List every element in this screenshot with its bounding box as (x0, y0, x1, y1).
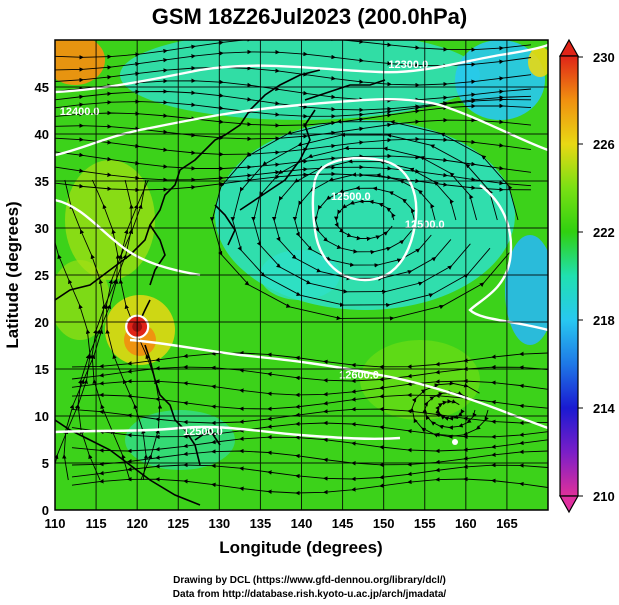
colorbar-tick-label: 230 (593, 50, 615, 65)
x-tick-label: 145 (332, 516, 354, 531)
x-tick-label: 125 (167, 516, 189, 531)
data-credit: Data from http://database.rish.kyoto-u.a… (172, 589, 447, 600)
contour-label: 12400.0 (60, 106, 100, 118)
y-tick-label: 40 (35, 127, 49, 142)
y-tick-label: 25 (35, 268, 49, 283)
y-tick-label: 15 (35, 362, 49, 377)
streamline (209, 119, 519, 321)
plot-frame (54, 39, 549, 511)
x-axis-title: Longitude (degrees) (219, 538, 382, 557)
y-axis-title: Latitude (degrees) (3, 201, 22, 348)
y-tick-label: 35 (35, 174, 49, 189)
x-axis-ticks: 110 115 120 125 130 135 140 145 150 155 160 165 (45, 516, 518, 531)
contour-label: 12500.0 (183, 426, 223, 438)
x-tick-label: 165 (496, 516, 518, 531)
y-tick-label: 30 (35, 221, 49, 236)
colorbar: 230 226 222 218 214 210 (558, 38, 615, 514)
x-tick-label: 160 (455, 516, 477, 531)
y-axis-ticks: 0 5 10 15 20 25 30 35 40 45 (35, 80, 49, 518)
drawing-credit: Drawing by DCL (https://www.gfd-dennou.o… (173, 575, 446, 586)
height-contours (55, 43, 548, 445)
streamline (409, 381, 489, 439)
contour-labels: 12500.012400.012300.012600.012500.012500… (60, 59, 445, 438)
x-tick-label: 150 (373, 516, 395, 531)
y-tick-label: 5 (42, 456, 49, 471)
colorbar-tick-label: 214 (593, 401, 615, 416)
streamline (71, 476, 548, 496)
y-tick-label: 0 (42, 503, 49, 518)
x-tick-label: 140 (291, 516, 313, 531)
colorbar-ticks: 230 226 222 218 214 210 (578, 50, 615, 504)
colorbar-gradient (559, 55, 579, 497)
colorbar-tick-label: 218 (593, 313, 615, 328)
colorbar-tick-label: 210 (593, 489, 615, 504)
x-tick-label: 135 (250, 516, 272, 531)
y-tick-label: 10 (35, 409, 49, 424)
x-tick-label: 120 (126, 516, 148, 531)
x-tick-label: 115 (86, 516, 107, 531)
contour-label: 12600.0 (339, 369, 379, 381)
y-tick-label: 45 (35, 80, 49, 95)
x-tick-label: 130 (208, 516, 230, 531)
x-tick-label: 155 (414, 516, 436, 531)
contour-label: 12300.0 (388, 59, 428, 71)
map-title: GSM 18Z26Jul2023 (200.0hPa) (151, 4, 468, 29)
colorbar-tick-label: 222 (593, 225, 615, 240)
contour-label: 12500.0 (331, 191, 371, 203)
colorbar-min-triangle (558, 495, 580, 514)
x-tick-label: 110 (45, 516, 66, 531)
colorbar-tick-label: 226 (593, 137, 615, 152)
lat-lon-grid (55, 40, 548, 510)
y-tick-label: 20 (35, 315, 49, 330)
colorbar-max-triangle (558, 38, 580, 57)
